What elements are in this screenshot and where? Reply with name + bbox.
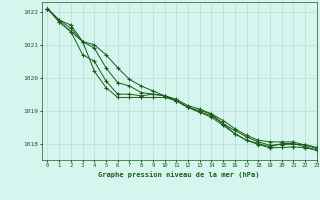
X-axis label: Graphe pression niveau de la mer (hPa): Graphe pression niveau de la mer (hPa) xyxy=(99,171,260,178)
